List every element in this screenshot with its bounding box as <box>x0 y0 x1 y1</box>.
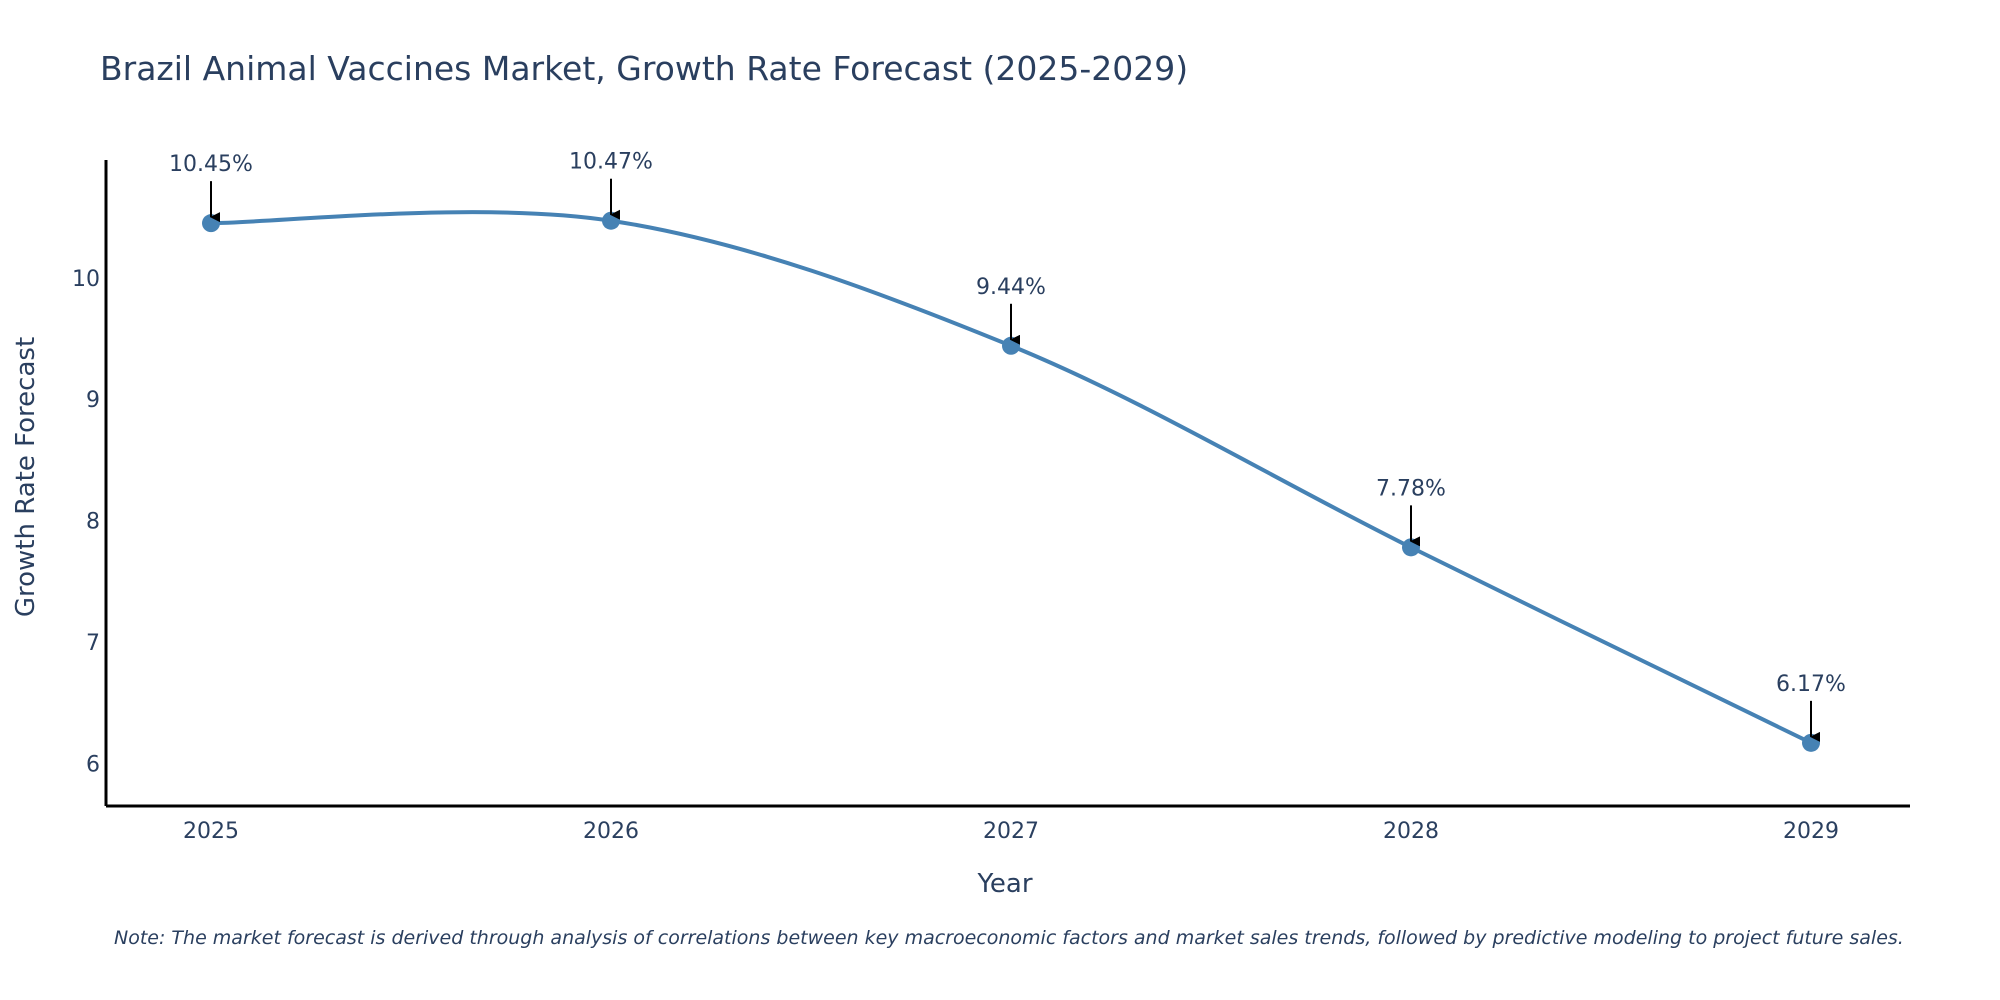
y-tick-group: 6 7 8 9 10 <box>72 267 100 778</box>
annotation-label-2025: 10.45% <box>169 152 253 177</box>
x-tick-label-2028: 2028 <box>1383 819 1439 844</box>
x-tick-label-2027: 2027 <box>983 819 1039 844</box>
annotation-label-2029: 6.17% <box>1776 672 1846 697</box>
annotation-group: 10.45% 10.47% 9.44% 7.78% 6.17% <box>169 150 1846 742</box>
y-tick-label-6: 6 <box>86 753 100 778</box>
annotation-label-2026: 10.47% <box>569 150 653 175</box>
annotation-label-2028: 7.78% <box>1376 476 1446 501</box>
x-axis-title: Year <box>976 869 1032 899</box>
footnote: Note: The market forecast is derived thr… <box>114 927 1904 949</box>
annotation-label-2027: 9.44% <box>976 275 1046 300</box>
chart-title: Brazil Animal Vaccines Market, Growth Ra… <box>100 49 1188 88</box>
x-tick-label-2026: 2026 <box>583 819 639 844</box>
x-tick-label-2029: 2029 <box>1783 819 1839 844</box>
y-tick-label-8: 8 <box>86 510 100 535</box>
x-tick-group: 2025 2026 2027 2028 2029 <box>183 819 1839 844</box>
x-tick-label-2025: 2025 <box>183 819 239 844</box>
y-tick-label-7: 7 <box>86 631 100 656</box>
y-axis-title: Growth Rate Forecast <box>11 337 41 617</box>
y-tick-label-9: 9 <box>86 388 100 413</box>
y-tick-label-10: 10 <box>72 267 100 292</box>
